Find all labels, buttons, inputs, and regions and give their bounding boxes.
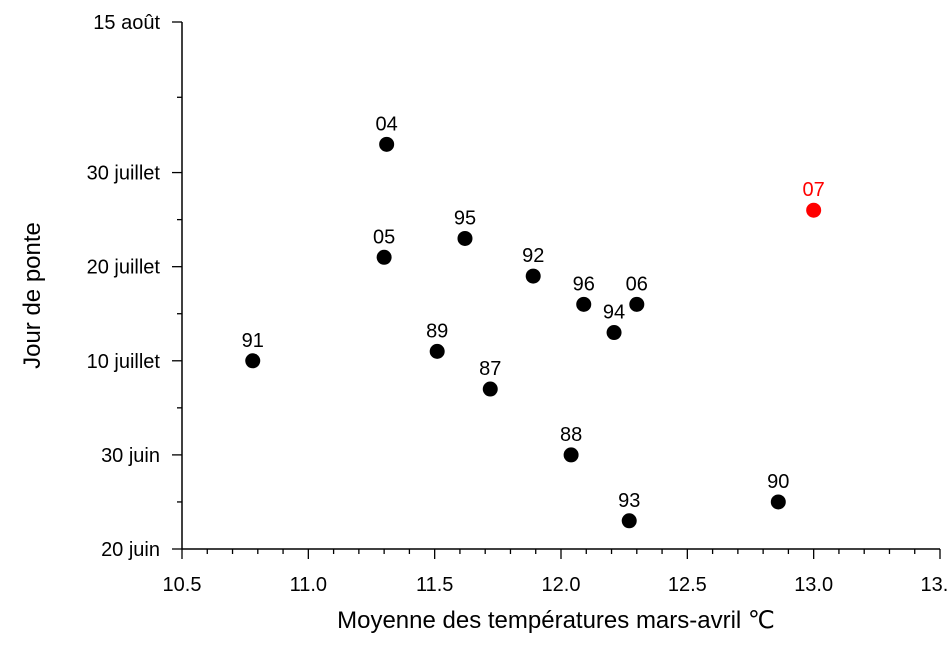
point-label-90: 90 xyxy=(767,471,789,493)
data-point-06 xyxy=(629,296,645,312)
point-label-07: 07 xyxy=(803,179,825,201)
x-tick-label: 12.0 xyxy=(542,574,581,596)
x-axis-title: Moyenne des températures mars-avril ℃ xyxy=(337,607,775,634)
data-point-89 xyxy=(429,343,445,359)
point-label-89: 89 xyxy=(426,320,448,342)
data-points xyxy=(245,136,822,529)
data-point-92 xyxy=(525,268,541,284)
y-axis-title: Jour de ponte xyxy=(19,222,46,369)
data-point-94 xyxy=(606,325,622,341)
y-tick-label: 20 juin xyxy=(101,539,160,561)
point-label-05: 05 xyxy=(373,226,395,248)
point-label-92: 92 xyxy=(522,245,544,267)
y-tick-label: 10 juillet xyxy=(87,351,161,373)
data-point-87 xyxy=(482,381,498,397)
x-tick-label: 10.5 xyxy=(163,574,202,596)
x-tick-label: 11.5 xyxy=(416,574,453,596)
point-label-06: 06 xyxy=(626,273,648,295)
data-point-93 xyxy=(621,513,637,529)
y-tick-label: 20 juillet xyxy=(87,257,161,279)
data-point-04 xyxy=(379,136,395,152)
data-point-90 xyxy=(770,494,786,510)
y-tick-label: 15 août xyxy=(93,12,160,34)
x-tick-label: 11.0 xyxy=(290,574,327,596)
data-point-96 xyxy=(576,296,592,312)
data-point-95 xyxy=(457,230,473,246)
data-point-07 xyxy=(806,202,822,218)
point-label-87: 87 xyxy=(479,358,501,380)
point-label-93: 93 xyxy=(618,490,640,512)
point-label-91: 91 xyxy=(242,330,264,352)
data-point-05 xyxy=(376,249,392,265)
axes xyxy=(181,22,940,550)
y-tick-label: 30 juillet xyxy=(87,163,161,185)
point-label-88: 88 xyxy=(560,424,582,446)
x-tick-label: 12.5 xyxy=(668,574,707,596)
x-tick-label: 13.5 xyxy=(921,574,949,596)
point-label-94: 94 xyxy=(603,302,625,324)
ticks: 10.5 11.0 11.5 12.0 12.5 13.0 13.5 20 juin 30 ju… xyxy=(87,12,949,596)
point-label-04: 04 xyxy=(376,113,398,135)
data-point-91 xyxy=(245,353,261,369)
y-tick-label: 30 juin xyxy=(101,445,160,467)
x-tick-label: 13.0 xyxy=(794,574,833,596)
point-label-95: 95 xyxy=(454,207,476,229)
point-label-96: 96 xyxy=(573,273,595,295)
data-point-88 xyxy=(563,447,579,463)
